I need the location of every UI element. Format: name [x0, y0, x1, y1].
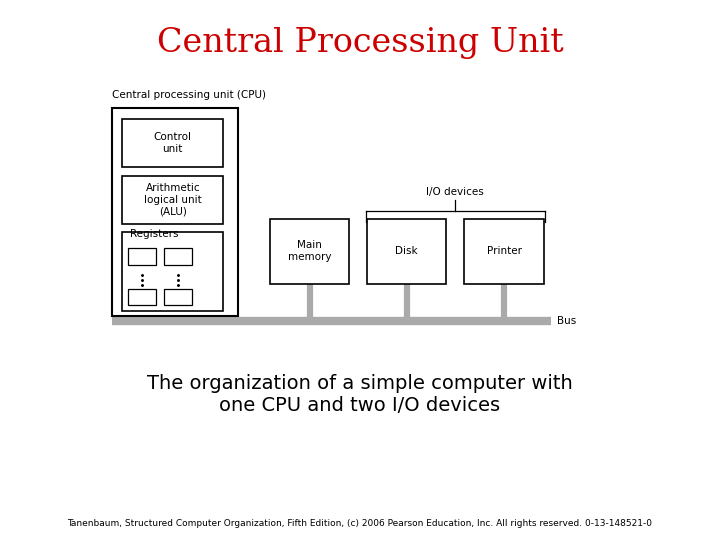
- Bar: [122, 176, 223, 224]
- Text: I/O devices: I/O devices: [426, 187, 484, 197]
- Bar: [464, 219, 544, 284]
- Bar: [128, 248, 156, 265]
- Text: Main
memory: Main memory: [288, 240, 331, 262]
- Bar: [128, 289, 156, 305]
- Text: Bus: Bus: [557, 316, 576, 326]
- Text: Disk: Disk: [395, 246, 418, 256]
- Text: The organization of a simple computer with
one CPU and two I/O devices: The organization of a simple computer wi…: [147, 374, 573, 415]
- Text: Control
unit: Control unit: [154, 132, 192, 154]
- Text: Printer: Printer: [487, 246, 521, 256]
- Text: Arithmetic
logical unit
(ALU): Arithmetic logical unit (ALU): [144, 183, 202, 217]
- Bar: [122, 119, 223, 167]
- Text: Registers: Registers: [130, 228, 178, 239]
- Bar: [122, 232, 223, 310]
- Bar: [112, 108, 238, 316]
- Bar: [164, 248, 192, 265]
- Bar: [367, 219, 446, 284]
- Bar: [270, 219, 349, 284]
- Text: Tanenbaum, Structured Computer Organization, Fifth Edition, (c) 2006 Pearson Edu: Tanenbaum, Structured Computer Organizat…: [68, 519, 652, 528]
- Text: Central Processing Unit: Central Processing Unit: [157, 27, 563, 59]
- Bar: [164, 289, 192, 305]
- Text: Central processing unit (CPU): Central processing unit (CPU): [112, 90, 266, 100]
